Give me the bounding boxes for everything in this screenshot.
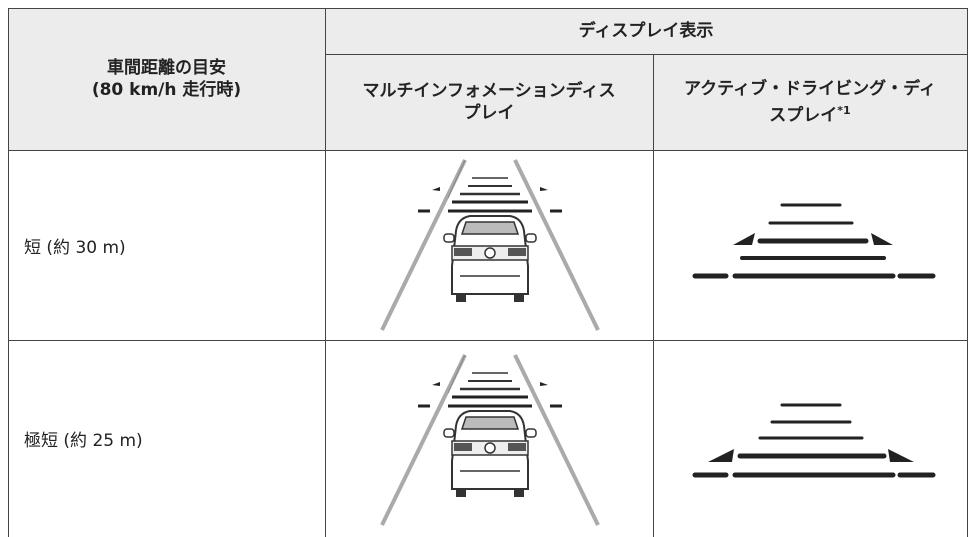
add-illustration	[692, 203, 936, 279]
border	[8, 340, 968, 341]
header-text: マルチインフォメーションディスプレイ	[362, 81, 616, 123]
mid-illustration	[382, 160, 598, 330]
display-header: ディスプレイ表示	[325, 8, 967, 54]
arrow	[888, 449, 914, 462]
header-text: (80 km/h 走行時)	[91, 80, 242, 100]
border	[653, 54, 654, 537]
border	[8, 8, 968, 9]
border	[325, 54, 968, 55]
row-text: 短 (約 30 m)	[24, 237, 126, 258]
row-label: 短 (約 30 m)	[8, 150, 325, 340]
border	[325, 8, 326, 537]
row-text: 極短 (約 25 m)	[24, 431, 143, 451]
row-label: 極短 (約 25 m)	[8, 340, 325, 537]
header-text: ディスプレイ表示	[578, 21, 714, 41]
column-header: マルチインフォメーションディスプレイ	[325, 54, 653, 150]
add-illustration	[692, 403, 936, 478]
distance-header: 車間距離の目安 (80 km/h 走行時)	[8, 8, 325, 150]
arrow	[708, 449, 734, 462]
arrow	[871, 233, 893, 245]
footnote-mark: *1	[837, 103, 851, 117]
header-text: アクティブ・ドライビング・ディスプレイ*1	[677, 78, 943, 127]
column-header: アクティブ・ドライビング・ディスプレイ*1	[653, 54, 967, 150]
header-text: 車間距離の目安	[107, 58, 226, 78]
border	[8, 150, 968, 151]
header-text: アクティブ・ドライビング・ディスプレイ	[684, 78, 936, 126]
mid-illustration	[382, 355, 598, 525]
arrow	[733, 233, 755, 245]
border	[8, 8, 9, 537]
